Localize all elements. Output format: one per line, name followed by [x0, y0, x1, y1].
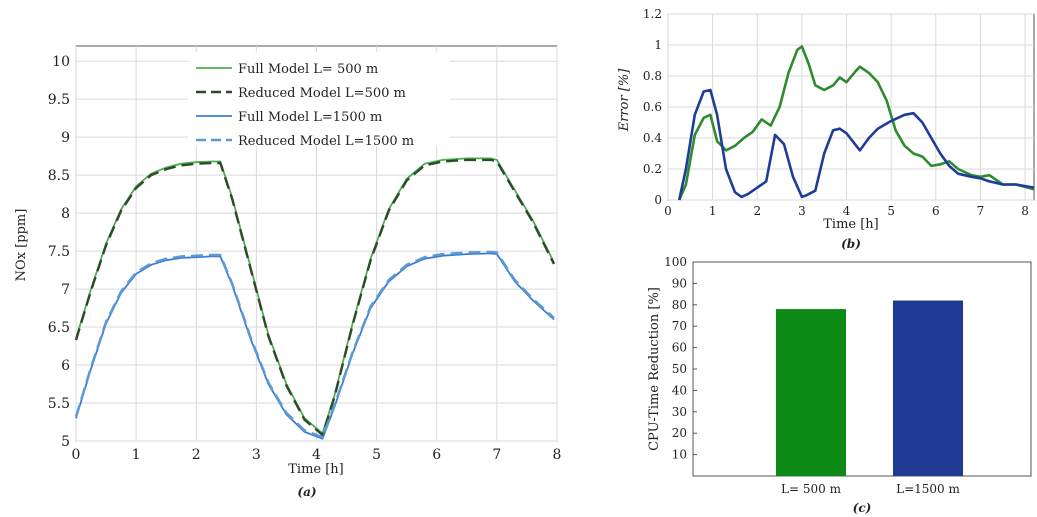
panel-a-y-tick: 6 — [61, 358, 70, 374]
panel-b-grid — [667, 13, 1034, 201]
panel-a-x-tick: 6 — [432, 447, 441, 463]
panel-b-x-label: Time [h] — [823, 217, 879, 232]
panel-b-y-tick: 0.6 — [643, 100, 662, 114]
panel-b-x-tick: 2 — [753, 204, 761, 218]
panel-a-y-tick: 5 — [61, 434, 70, 450]
panel-a-y-tick: 7 — [61, 282, 70, 298]
panel-c-caption: (c) — [853, 501, 872, 515]
panel-a-legend: Full Model L= 500 m Reduced Model L=500 m… — [196, 62, 414, 149]
panel-a-legend-label: Reduced Model L=1500 m — [238, 134, 414, 149]
panel-b-caption: (b) — [841, 237, 861, 251]
panel-c-bar-0 — [776, 309, 846, 476]
panel-b-x-tick: 8 — [1021, 204, 1029, 218]
panel-c-y-tick: 100 — [664, 255, 687, 269]
panel-a-series-line-1 — [74, 158, 556, 437]
panel-a-y-tick: 8 — [61, 206, 70, 222]
panel-c-bar-1 — [893, 300, 963, 476]
panel-c-y-tick: 30 — [672, 405, 687, 419]
panel-a-grid — [75, 46, 558, 442]
panel-b-x-tick: 1 — [709, 204, 717, 218]
panel-b-y-label: Error [%] — [617, 68, 632, 133]
panel-b-y-tick: 1.2 — [643, 7, 662, 21]
panel-a-caption: (a) — [297, 485, 316, 499]
panel-a-x-tick: 1 — [132, 447, 141, 463]
panel-a-x-tick: 8 — [553, 447, 562, 463]
panel-b-y-tick: 0 — [654, 193, 662, 207]
panel-c-x-tick: L= 500 m — [781, 482, 842, 496]
panel-c-y-tick: 60 — [672, 341, 687, 355]
panel-a-y-tick: 10 — [52, 54, 70, 70]
panel-a-x-ticks: 0 1 2 3 4 5 6 7 8 — [72, 447, 562, 463]
panel-c-x-tick: L=1500 m — [896, 482, 960, 496]
panel-b-x-tick: 3 — [798, 204, 806, 218]
panel-a-y-ticks: 5 5.5 6 6.5 7 7.5 8 8.5 9 9.5 10 — [48, 54, 70, 450]
panel-a-x-tick: 3 — [252, 447, 261, 463]
panel-b-y-tick: 0.2 — [643, 162, 662, 176]
panel-a-x-tick: 2 — [192, 447, 201, 463]
panel-c-y-label: CPU-Time Reduction [%] — [647, 287, 662, 451]
panel-a-legend-label: Full Model L= 500 m — [238, 62, 378, 77]
panel-b-series-line-1 — [677, 88, 1035, 201]
panel-c-y-tick: 10 — [672, 448, 687, 462]
panel-a-x-label: Time [h] — [288, 462, 344, 477]
panel-b-x-tick: 4 — [843, 204, 851, 218]
panel-b-y-tick: 0.8 — [643, 69, 662, 83]
panel-b-lines — [677, 45, 1035, 201]
panel-a-x-tick: 4 — [312, 447, 321, 463]
panel-b-series-line-0 — [678, 45, 1035, 201]
panel-a-series-line-0 — [75, 157, 555, 435]
panel-a-lines — [74, 157, 556, 440]
panel-c-y-tick: 80 — [672, 298, 687, 312]
panel-c-y-tick: 20 — [672, 426, 687, 440]
panel-c: L= 500 m L=1500 m 10 20 30 40 50 60 70 80 90 100 C… — [647, 255, 1032, 515]
panel-b-x-tick: 0 — [664, 204, 672, 218]
panel-b-x-tick: 5 — [887, 204, 895, 218]
panel-c-y-tick: 50 — [672, 362, 687, 376]
panel-a-y-tick: 8.5 — [48, 168, 70, 184]
panel-c-frame — [692, 261, 1032, 477]
panel-a-x-tick: 5 — [372, 447, 381, 463]
panel-a: 0 1 2 3 4 5 6 7 8 5 5.5 6 6.5 7 7.5 8 8.5 9 9.5 10 Full Mo… — [14, 45, 562, 499]
panel-a-legend-label: Reduced Model L=500 m — [238, 86, 406, 101]
panel-a-y-label: NOx [ppm] — [14, 209, 29, 282]
panel-a-x-tick: 0 — [72, 447, 81, 463]
panel-b-y-ticks: 0 0.2 0.4 0.6 0.8 1 1.2 — [643, 7, 662, 207]
panel-a-x-tick: 7 — [492, 447, 501, 463]
panel-c-bars — [776, 300, 963, 476]
panel-a-y-tick: 5.5 — [48, 396, 70, 412]
panel-a-y-tick: 9 — [61, 130, 70, 146]
panel-b: 0 1 2 3 4 5 6 7 8 0 0.2 0.4 0.6 0.8 1 1.2 Time [h] Err… — [617, 7, 1035, 251]
panel-a-legend-label: Full Model L=1500 m — [238, 110, 382, 125]
panel-a-y-tick: 6.5 — [48, 320, 70, 336]
panel-b-y-tick: 1 — [654, 38, 662, 52]
panel-a-series-line-2 — [75, 252, 555, 440]
panel-a-y-tick: 7.5 — [48, 244, 70, 260]
panel-b-x-ticks: 0 1 2 3 4 5 6 7 8 — [664, 204, 1029, 218]
panel-c-x-ticks: L= 500 m L=1500 m — [781, 482, 960, 496]
panel-b-x-tick: 7 — [977, 204, 985, 218]
panel-c-y-tick: 40 — [672, 383, 687, 397]
panel-c-y-ticks: 10 20 30 40 50 60 70 80 90 100 — [664, 255, 697, 462]
panel-b-y-tick: 0.4 — [643, 131, 662, 145]
panel-c-y-tick: 90 — [672, 276, 687, 290]
panel-b-x-tick: 6 — [932, 204, 940, 218]
panel-a-series-line-3 — [74, 250, 555, 439]
panel-a-y-tick: 9.5 — [48, 92, 70, 108]
panel-c-y-tick: 70 — [672, 319, 687, 333]
